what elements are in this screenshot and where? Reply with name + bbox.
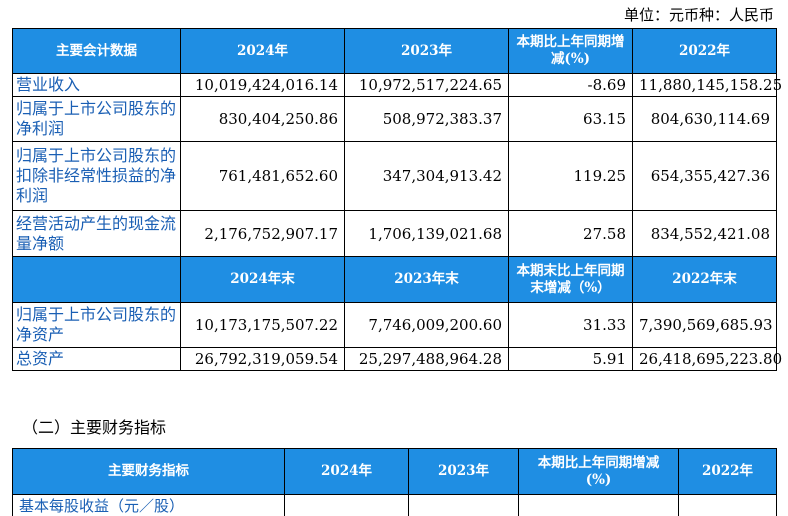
value-change: -8.69: [509, 74, 633, 97]
row-label: 归属于上市公司股东的净资产: [13, 303, 181, 348]
value-2024: 2,176,752,907.17: [181, 211, 345, 257]
header-2024: 2024年: [181, 29, 345, 74]
table-row: 归属于上市公司股东的净利润 830,404,250.86 508,972,383…: [13, 97, 777, 142]
subheader-blank: [13, 257, 181, 303]
value-2023: 7,746,009,200.60: [345, 303, 509, 348]
row-label: 归属于上市公司股东的净利润: [13, 97, 181, 142]
table-row: 归属于上市公司股东的净资产 10,173,175,507.22 7,746,00…: [13, 303, 777, 348]
value-2024: 830,404,250.86: [181, 97, 345, 142]
subheader-2023-end: 2023年末: [345, 257, 509, 303]
section-title: （二）主要财务指标: [22, 414, 166, 438]
row-label: 基本每股收益（元／股）: [13, 495, 285, 516]
value-2022: 11,880,145,158.25: [633, 74, 777, 97]
value-2023: 10,972,517,224.65: [345, 74, 509, 97]
header-2023: 2023年: [345, 29, 509, 74]
row-label: 总资产: [13, 348, 181, 371]
financial-indicators-table: 主要财务指标 2024年 2023年 本期比上年同期增减(%) 2022年 基本…: [12, 448, 777, 516]
value-change: 119.25: [509, 142, 633, 211]
table-row: 营业收入 10,019,424,016.14 10,972,517,224.65…: [13, 74, 777, 97]
value-change: 63.15: [509, 97, 633, 142]
row-label: 营业收入: [13, 74, 181, 97]
header-2022: 2022年: [633, 29, 777, 74]
header-2022: 2022年: [679, 449, 777, 495]
table-subheader-row: 2024年末 2023年末 本期末比上年同期末增减（%） 2022年末: [13, 257, 777, 303]
header-change: 本期比上年同期增减(%): [519, 449, 679, 495]
subheader-2024-end: 2024年末: [181, 257, 345, 303]
value-2022: 834,552,421.08: [633, 211, 777, 257]
value-change: 31.33: [509, 303, 633, 348]
value-2023: 25,297,488,964.28: [345, 348, 509, 371]
value-2022: 7,390,569,685.93: [633, 303, 777, 348]
value-2024: 761,481,652.60: [181, 142, 345, 211]
row-label: 归属于上市公司股东的扣除非经常性损益的净利润: [13, 142, 181, 211]
table-header-row: 主要会计数据 2024年 2023年 本期比上年同期增减(%) 2022年: [13, 29, 777, 74]
table-row: 归属于上市公司股东的扣除非经常性损益的净利润 761,481,652.60 34…: [13, 142, 777, 211]
table-row: 总资产 26,792,319,059.54 25,297,488,964.28 …: [13, 348, 777, 371]
header-item: 主要会计数据: [13, 29, 181, 74]
table-header-row: 主要财务指标 2024年 2023年 本期比上年同期增减(%) 2022年: [13, 449, 777, 495]
subheader-2022-end: 2022年末: [633, 257, 777, 303]
subheader-change: 本期末比上年同期末增减（%）: [509, 257, 633, 303]
value-2024: 10,173,175,507.22: [181, 303, 345, 348]
header-2023: 2023年: [409, 449, 519, 495]
value-2022: 804,630,114.69: [633, 97, 777, 142]
header-item: 主要财务指标: [13, 449, 285, 495]
value-2023: 347,304,913.42: [345, 142, 509, 211]
header-change: 本期比上年同期增减(%): [509, 29, 633, 74]
value-2022: 654,355,427.36: [633, 142, 777, 211]
table-row: 基本每股收益（元／股）: [13, 495, 777, 516]
value-2024: 10,019,424,016.14: [181, 74, 345, 97]
table-row: 经营活动产生的现金流量净额 2,176,752,907.17 1,706,139…: [13, 211, 777, 257]
value-2023: 508,972,383.37: [345, 97, 509, 142]
value-change: 27.58: [509, 211, 633, 257]
header-2024: 2024年: [285, 449, 409, 495]
accounting-data-table: 主要会计数据 2024年 2023年 本期比上年同期增减(%) 2022年 营业…: [12, 28, 777, 371]
value-2023: 1,706,139,021.68: [345, 211, 509, 257]
value-2022: 26,418,695,223.80: [633, 348, 777, 371]
row-label: 经营活动产生的现金流量净额: [13, 211, 181, 257]
unit-label: 单位：元币种：人民币: [624, 4, 774, 25]
value-change: 5.91: [509, 348, 633, 371]
value-2024: 26,792,319,059.54: [181, 348, 345, 371]
